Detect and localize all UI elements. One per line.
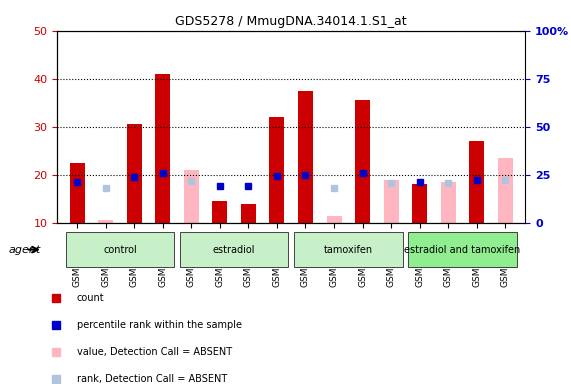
- Bar: [469, 141, 484, 223]
- Bar: [327, 215, 341, 223]
- Bar: [270, 117, 284, 223]
- Bar: [384, 180, 399, 223]
- Title: GDS5278 / MmugDNA.34014.1.S1_at: GDS5278 / MmugDNA.34014.1.S1_at: [175, 15, 407, 28]
- FancyBboxPatch shape: [180, 232, 288, 267]
- Text: tamoxifen: tamoxifen: [324, 245, 373, 255]
- Text: count: count: [77, 293, 104, 303]
- Text: percentile rank within the sample: percentile rank within the sample: [77, 320, 242, 330]
- FancyBboxPatch shape: [66, 232, 174, 267]
- Bar: [155, 74, 170, 223]
- Text: control: control: [103, 245, 137, 255]
- FancyBboxPatch shape: [408, 232, 517, 267]
- Text: value, Detection Call = ABSENT: value, Detection Call = ABSENT: [77, 347, 232, 357]
- Text: estradiol and tamoxifen: estradiol and tamoxifen: [404, 245, 521, 255]
- Bar: [70, 163, 85, 223]
- Bar: [212, 201, 227, 223]
- Bar: [184, 170, 199, 223]
- Bar: [241, 204, 256, 223]
- Bar: [498, 158, 513, 223]
- Bar: [127, 124, 142, 223]
- Bar: [298, 91, 313, 223]
- Bar: [412, 184, 427, 223]
- FancyBboxPatch shape: [294, 232, 403, 267]
- Bar: [441, 182, 456, 223]
- Text: rank, Detection Call = ABSENT: rank, Detection Call = ABSENT: [77, 374, 227, 384]
- Text: estradiol: estradiol: [213, 245, 255, 255]
- Bar: [98, 220, 113, 223]
- Bar: [355, 100, 370, 223]
- Text: agent: agent: [9, 245, 41, 255]
